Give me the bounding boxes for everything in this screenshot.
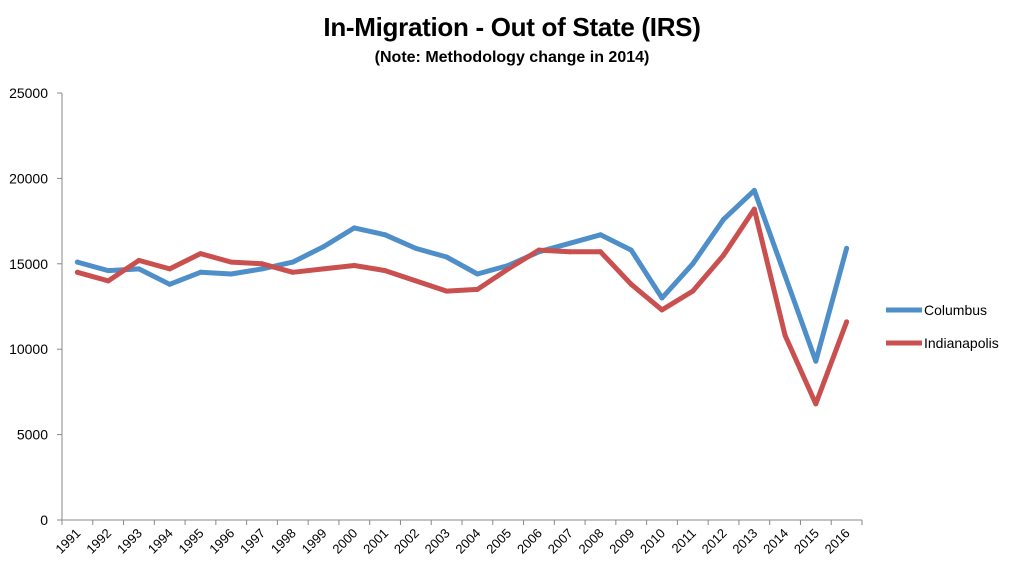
data-point-indianapolis: [136, 257, 142, 263]
x-tick-label: 2012: [699, 526, 730, 557]
y-tick-label: 0: [40, 512, 48, 528]
data-point-indianapolis: [105, 278, 111, 284]
x-tick-label: 2007: [545, 526, 576, 557]
legend-label-indianapolis: Indianapolis: [924, 335, 999, 351]
data-point-indianapolis: [751, 206, 757, 212]
x-tick-label: 1991: [52, 526, 83, 557]
x-tick-label: 2006: [514, 526, 545, 557]
data-point-columbus: [567, 240, 573, 246]
x-tick-label: 1995: [176, 526, 207, 557]
data-point-indianapolis: [567, 249, 573, 255]
x-tick-label: 1997: [237, 526, 268, 557]
data-point-columbus: [690, 261, 696, 267]
data-point-indianapolis: [74, 269, 80, 275]
x-tick-label: 1993: [114, 526, 145, 557]
x-tick-label: 2000: [329, 526, 360, 557]
x-tick-label: 1998: [268, 526, 299, 557]
data-point-indianapolis: [321, 266, 326, 272]
data-point-columbus: [136, 266, 142, 272]
x-tick-label: 2002: [391, 526, 422, 557]
data-point-columbus: [167, 281, 173, 287]
y-tick-label: 25000: [9, 85, 48, 101]
y-tick-label: 5000: [17, 427, 48, 443]
data-point-indianapolis: [536, 247, 542, 253]
x-tick-label: 2008: [576, 526, 607, 557]
x-tick-label: 2015: [791, 526, 822, 557]
series-line-indianapolis: [74, 206, 850, 407]
data-point-columbus: [351, 225, 357, 231]
x-tick-label: 2009: [606, 526, 637, 557]
series-lines: [74, 187, 850, 407]
data-point-indianapolis: [598, 249, 603, 255]
data-point-indianapolis: [228, 259, 234, 265]
data-point-columbus: [413, 245, 419, 251]
data-point-indianapolis: [351, 263, 357, 268]
data-point-columbus: [782, 273, 788, 279]
data-point-indianapolis: [505, 266, 511, 272]
x-tick-label: 2016: [822, 526, 853, 557]
data-point-columbus: [382, 232, 388, 238]
x-tick-label: 2013: [729, 526, 760, 557]
data-point-columbus: [259, 266, 265, 272]
data-point-indianapolis: [290, 269, 296, 275]
data-point-indianapolis: [628, 281, 634, 287]
data-point-columbus: [598, 232, 603, 238]
data-point-columbus: [721, 216, 726, 222]
data-point-columbus: [290, 259, 296, 265]
data-point-indianapolis: [690, 288, 696, 294]
x-tick-label: 2003: [422, 526, 453, 557]
x-tick-label: 2001: [360, 526, 391, 557]
x-tick-label: 1994: [145, 526, 176, 557]
data-point-columbus: [228, 271, 234, 277]
data-point-indianapolis: [198, 251, 203, 257]
data-point-indianapolis: [813, 401, 819, 407]
x-tick-label: 1999: [299, 526, 330, 557]
data-point-indianapolis: [844, 319, 850, 325]
x-tick-label: 2004: [452, 526, 483, 557]
series-line-columbus: [74, 187, 850, 364]
x-tick-label: 1996: [206, 526, 237, 557]
y-tick-label: 15000: [9, 256, 48, 272]
data-point-indianapolis: [659, 307, 665, 313]
data-point-columbus: [198, 269, 203, 275]
data-point-columbus: [844, 245, 850, 251]
y-tick-label: 20000: [9, 170, 48, 186]
data-point-columbus: [628, 247, 634, 253]
data-point-columbus: [444, 254, 450, 260]
data-point-columbus: [321, 244, 326, 250]
y-tick-label: 10000: [9, 341, 48, 357]
data-point-indianapolis: [474, 286, 480, 292]
data-point-columbus: [105, 268, 111, 274]
data-point-columbus: [751, 187, 757, 193]
data-point-indianapolis: [444, 288, 450, 294]
data-point-indianapolis: [167, 266, 173, 272]
x-tick-label: 2014: [760, 526, 791, 557]
data-point-columbus: [813, 358, 819, 364]
legend-label-columbus: Columbus: [924, 302, 987, 318]
data-point-indianapolis: [413, 278, 419, 284]
data-point-columbus: [474, 271, 480, 277]
chart-subtitle: (Note: Methodology change in 2014): [374, 49, 650, 66]
legend: Columbus Indianapolis: [886, 302, 999, 351]
data-point-columbus: [659, 295, 665, 301]
data-point-columbus: [74, 259, 80, 265]
data-point-indianapolis: [382, 268, 388, 274]
data-point-indianapolis: [721, 252, 726, 258]
x-tick-label: 2010: [637, 526, 668, 557]
data-point-indianapolis: [259, 261, 265, 267]
x-tick-label: 2005: [483, 526, 514, 557]
x-tick-label: 2011: [669, 526, 699, 556]
x-tick-label: 1992: [83, 526, 114, 557]
data-point-indianapolis: [782, 333, 788, 338]
chart-title: In-Migration - Out of State (IRS): [323, 12, 701, 42]
